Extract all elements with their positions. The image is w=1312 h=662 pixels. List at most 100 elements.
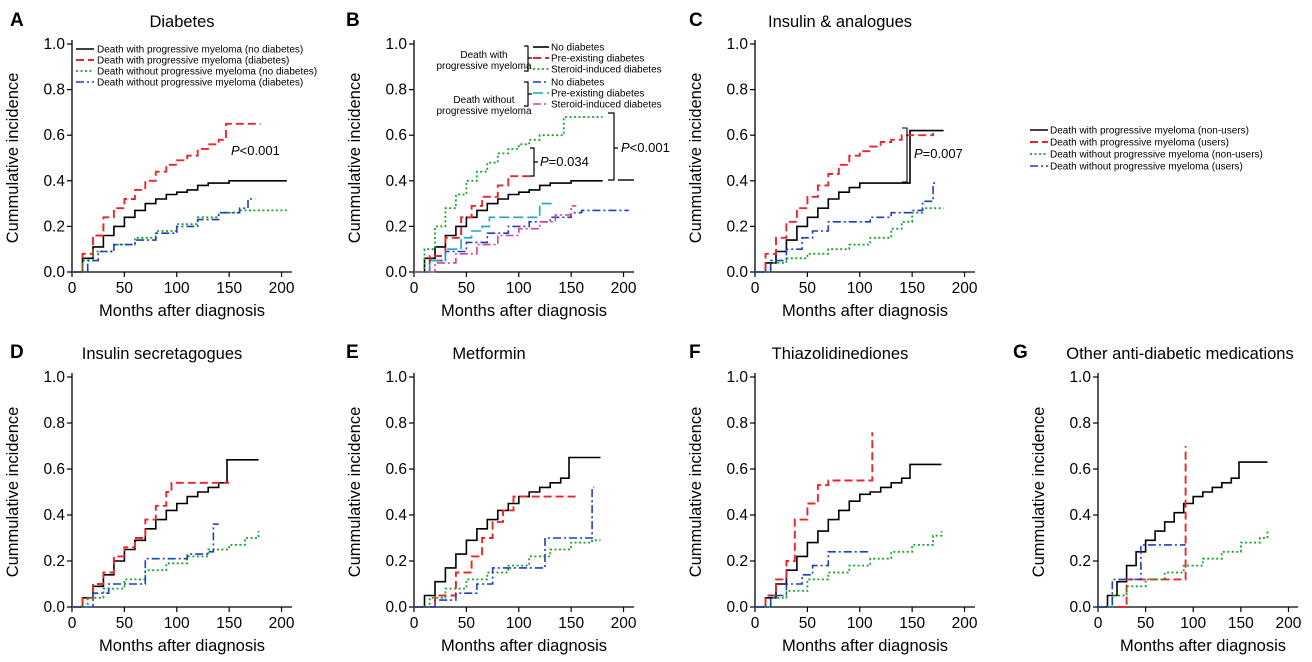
series-line-2 — [755, 432, 874, 608]
x-axis-title: Months after diagnosis — [782, 637, 948, 655]
y-tick-label: 0.6 — [1069, 461, 1091, 478]
y-axis-title: Cummulative incidence — [1030, 407, 1048, 578]
y-tick-label: 0.0 — [385, 264, 407, 281]
x-tick-label: 0 — [68, 280, 77, 297]
series-line-1 — [72, 180, 287, 273]
series-line-3 — [1098, 528, 1269, 608]
y-axis-title: Cummulative incidence — [4, 73, 22, 244]
x-axis-title: Months after diagnosis — [99, 637, 265, 655]
y-tick-label: 0.8 — [43, 82, 65, 99]
panel-letter: F — [689, 342, 701, 363]
x-tick-label: 0 — [410, 280, 419, 297]
x-tick-label: 150 — [1228, 615, 1254, 632]
y-tick-label: 1.0 — [1069, 369, 1091, 386]
x-axis-title: Months after diagnosis — [441, 302, 607, 320]
y-axis-title: Cummulative incidence — [346, 407, 364, 578]
y-tick-label: 0.2 — [385, 553, 407, 570]
series-line-6 — [414, 205, 577, 273]
y-tick-label: 0.8 — [726, 82, 748, 99]
y-tick-label: 0.6 — [385, 127, 407, 144]
x-tick-label: 0 — [410, 615, 419, 632]
legend-group-label: Death with progressive myeloma — [436, 50, 531, 72]
y-tick-label: 0.8 — [385, 415, 407, 432]
legend-label: Steroid-induced diabetes — [551, 100, 662, 111]
x-tick-label: 200 — [269, 615, 295, 632]
p-value-annotation: P=0.034 — [540, 154, 589, 169]
x-tick-label: 150 — [558, 280, 584, 297]
x-tick-label: 150 — [899, 615, 925, 632]
y-axis-title: Cummulative incidence — [346, 73, 364, 244]
x-tick-label: 50 — [458, 615, 476, 632]
legend-label: Death with progressive myeloma (no diabe… — [97, 45, 303, 56]
x-axis-title: Months after diagnosis — [441, 637, 607, 655]
series-line-2 — [72, 122, 261, 273]
legend-brace — [524, 45, 532, 72]
y-tick-label: 0.0 — [726, 264, 748, 281]
legend-label: No diabetes — [551, 78, 604, 89]
x-tick-label: 0 — [1094, 615, 1103, 632]
legend-label: Pre-existing diabetes — [551, 54, 644, 65]
x-tick-label: 50 — [116, 280, 134, 297]
x-tick-label: 100 — [847, 280, 873, 297]
panel-title: Insulin secretagogues — [82, 345, 243, 363]
comparison-bracket — [902, 127, 908, 183]
y-tick-label: 0.4 — [43, 507, 65, 524]
series-line-1 — [414, 180, 603, 273]
x-axis-title: Months after diagnosis — [99, 302, 265, 320]
legend-group-label: Death without progressive myeloma — [436, 95, 531, 117]
y-tick-label: 0.4 — [726, 173, 748, 190]
series-line-3 — [755, 207, 944, 273]
x-tick-label: 200 — [611, 280, 637, 297]
panel-E: E Metformin 0.0 0.2 0.4 0.6 0.8 1.0 0 50 100 150 200… — [346, 342, 637, 655]
y-tick-label: 0.4 — [385, 507, 407, 524]
panel-title: Insulin & analogues — [768, 13, 912, 31]
series-line-2 — [1117, 446, 1187, 608]
panel-title: Other anti-diabetic medications — [1066, 345, 1293, 363]
x-tick-label: 100 — [506, 615, 532, 632]
y-tick-label: 1.0 — [385, 36, 407, 53]
y-tick-label: 0.2 — [43, 218, 65, 235]
y-tick-label: 0.2 — [726, 218, 748, 235]
legend-brace — [524, 81, 532, 107]
panel-letter: G — [1013, 342, 1028, 363]
y-tick-label: 0.4 — [1069, 507, 1091, 524]
y-tick-label: 0.2 — [726, 553, 748, 570]
panel-letter: B — [346, 10, 360, 31]
p-value-annotation: P<0.001 — [231, 143, 280, 158]
y-axis-title: Cummulative incidence — [687, 73, 705, 244]
x-tick-label: 0 — [751, 615, 760, 632]
y-tick-label: 0.0 — [43, 264, 65, 281]
x-tick-label: 100 — [1180, 615, 1206, 632]
x-tick-label: 150 — [899, 280, 925, 297]
series-line-4 — [1098, 544, 1186, 608]
x-tick-label: 50 — [799, 615, 817, 632]
panel-letter: A — [10, 10, 24, 31]
series-line-4 — [72, 198, 256, 273]
y-tick-label: 0.0 — [1069, 599, 1091, 616]
series-line-3 — [414, 539, 601, 608]
series-line-1 — [414, 456, 601, 608]
y-tick-label: 0.4 — [43, 173, 65, 190]
series-line-3 — [755, 531, 943, 608]
x-tick-label: 100 — [506, 280, 532, 297]
x-tick-label: 50 — [458, 280, 476, 297]
y-tick-label: 0.8 — [43, 415, 65, 432]
y-tick-label: 1.0 — [43, 369, 65, 386]
y-tick-label: 0.0 — [43, 599, 65, 616]
series-line-2 — [414, 175, 535, 273]
series-line-3 — [72, 209, 287, 273]
y-tick-label: 0.6 — [385, 461, 407, 478]
legend-label: Death with progressive myeloma (users) — [1050, 138, 1229, 149]
panel-C-legend: Death with progressive myeloma (non-user… — [1030, 126, 1263, 173]
x-tick-label: 50 — [116, 615, 134, 632]
x-tick-label: 100 — [164, 280, 190, 297]
x-tick-label: 50 — [1137, 615, 1155, 632]
x-axis-title: Months after diagnosis — [782, 302, 948, 320]
legend-label: Death without progressive myeloma (non-u… — [1050, 150, 1263, 161]
x-tick-label: 200 — [1276, 615, 1302, 632]
panel-title: Thiazolidinediones — [772, 345, 909, 363]
series-line-3 — [72, 531, 260, 608]
